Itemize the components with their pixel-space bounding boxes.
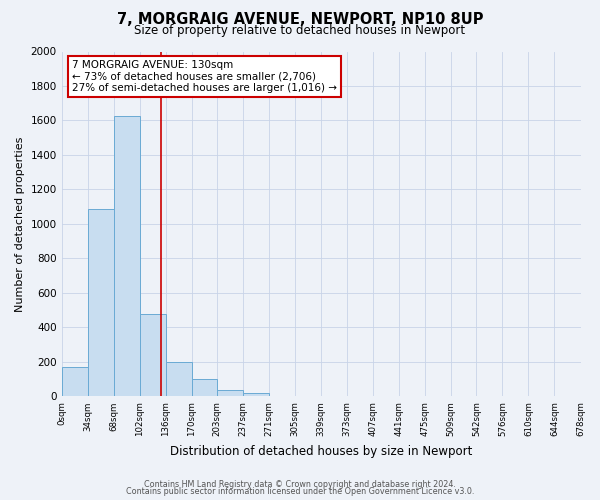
Text: 7 MORGRAIG AVENUE: 130sqm
← 73% of detached houses are smaller (2,706)
27% of se: 7 MORGRAIG AVENUE: 130sqm ← 73% of detac… <box>72 60 337 94</box>
Y-axis label: Number of detached properties: Number of detached properties <box>15 136 25 312</box>
Bar <box>62 367 88 396</box>
Bar <box>243 393 269 396</box>
X-axis label: Distribution of detached houses by size in Newport: Distribution of detached houses by size … <box>170 444 472 458</box>
Text: Contains public sector information licensed under the Open Government Licence v3: Contains public sector information licen… <box>126 487 474 496</box>
Bar <box>192 379 217 396</box>
Bar <box>114 116 140 396</box>
Bar <box>88 210 114 396</box>
Text: 7, MORGRAIG AVENUE, NEWPORT, NP10 8UP: 7, MORGRAIG AVENUE, NEWPORT, NP10 8UP <box>117 12 483 28</box>
Bar <box>217 390 243 396</box>
Bar <box>140 314 166 396</box>
Text: Size of property relative to detached houses in Newport: Size of property relative to detached ho… <box>134 24 466 37</box>
Text: Contains HM Land Registry data © Crown copyright and database right 2024.: Contains HM Land Registry data © Crown c… <box>144 480 456 489</box>
Bar <box>166 362 192 396</box>
